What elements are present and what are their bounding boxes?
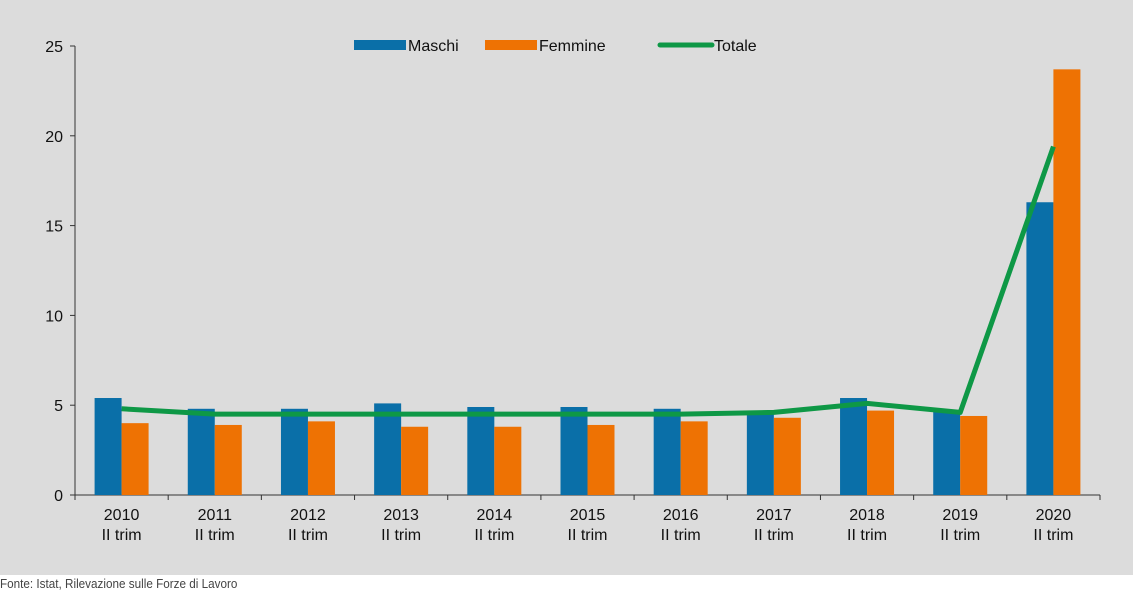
bar-maschi	[654, 409, 681, 495]
bar-femmine	[494, 427, 521, 495]
bar-femmine	[774, 418, 801, 495]
x-tick-label-period: II trim	[102, 527, 142, 544]
bar-maschi	[374, 403, 401, 495]
bar-femmine	[960, 416, 987, 495]
legend-label-maschi: Maschi	[408, 38, 459, 55]
bar-maschi	[188, 409, 215, 495]
x-tick-label-year: 2019	[942, 507, 978, 524]
y-tick-label: 10	[45, 308, 63, 325]
x-tick-label-year: 2017	[756, 507, 792, 524]
x-tick-label-period: II trim	[474, 527, 514, 544]
bar-maschi	[747, 411, 774, 495]
x-tick-label-period: II trim	[195, 527, 235, 544]
bar-maschi	[95, 398, 122, 495]
bar-femmine	[1053, 69, 1080, 495]
bar-femmine	[215, 425, 242, 495]
x-tick-label-period: II trim	[1033, 527, 1073, 544]
x-tick-label-year: 2016	[663, 507, 699, 524]
bar-maschi	[281, 409, 308, 495]
x-tick-label-period: II trim	[661, 527, 701, 544]
bar-femmine	[867, 411, 894, 495]
x-tick-label-year: 2011	[198, 507, 233, 524]
bar-maschi	[1026, 202, 1053, 495]
source-note: Fonte: Istat, Rilevazione sulle Forze di…	[0, 576, 237, 591]
line-totale	[122, 147, 1054, 415]
bar-femmine	[122, 423, 149, 495]
x-tick-label-year: 2020	[1036, 507, 1072, 524]
bar-maschi	[561, 407, 588, 495]
x-tick-label-period: II trim	[288, 527, 328, 544]
y-tick-label: 0	[54, 488, 63, 505]
legend-label-femmine: Femmine	[539, 38, 606, 55]
legend-swatch-femmine	[485, 40, 537, 50]
y-tick-label: 15	[45, 219, 63, 236]
x-tick-label-period: II trim	[568, 527, 608, 544]
x-tick-label-period: II trim	[940, 527, 980, 544]
x-tick-label-year: 2018	[849, 507, 885, 524]
x-tick-label-year: 2012	[290, 507, 326, 524]
y-tick-label: 25	[45, 39, 63, 56]
bar-femmine	[401, 427, 428, 495]
chart-panel: 0 5 10 15 20 25 2010 II trim 2011 II trim 2012 II t…	[0, 0, 1133, 575]
x-tick-label-year: 2013	[383, 507, 419, 524]
x-tick-label-year: 2015	[570, 507, 606, 524]
bar-maschi	[467, 407, 494, 495]
x-tick-label-year: 2010	[104, 507, 140, 524]
bar-maschi	[840, 398, 867, 495]
legend-label-totale: Totale	[714, 38, 757, 55]
x-tick-label-period: II trim	[381, 527, 421, 544]
bar-femmine	[681, 421, 708, 495]
bar-femmine	[588, 425, 615, 495]
x-tick-label-year: 2014	[477, 507, 513, 524]
chart: 0 5 10 15 20 25 2010 II trim 2011 II trim 2012 II t…	[0, 0, 1133, 575]
y-tick-label: 5	[54, 398, 63, 415]
y-tick-label: 20	[45, 129, 63, 146]
bar-femmine	[308, 421, 335, 495]
x-tick-label-period: II trim	[847, 527, 887, 544]
bar-maschi	[933, 411, 960, 495]
x-tick-label-period: II trim	[754, 527, 794, 544]
legend-swatch-maschi	[354, 40, 406, 50]
